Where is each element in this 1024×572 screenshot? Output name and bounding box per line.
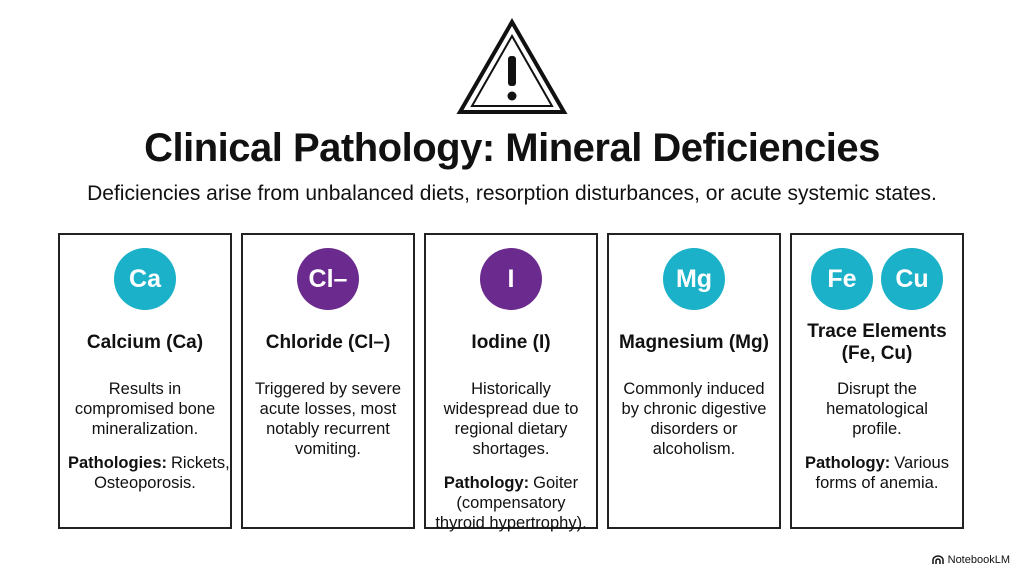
badges: Mg (609, 248, 779, 310)
pathology: Pathologies: Rickets, Osteoporosis. (68, 453, 230, 493)
description: Triggered by severe acute losses, most n… (254, 380, 402, 458)
title: Clinical Pathology: Mineral Deficiencies (144, 126, 880, 170)
description: Commonly induced by chronic digestive di… (621, 380, 767, 458)
card: Fe Cu Trace Elements (Fe, Cu) Disrupt the h… (790, 233, 964, 529)
card: Ca Calcium (Ca) Results in compromised bon… (58, 233, 232, 529)
pathology: Pathology: Various forms of anemia. (800, 453, 954, 493)
footer: NotebookLM (931, 554, 1010, 566)
description-block: Commonly induced by chronic digestive di… (617, 379, 771, 459)
pathology-text: Rickets, Osteoporosis. (94, 454, 230, 492)
element-name: Iodine (I) (471, 332, 551, 353)
pathology-text: Various forms of anemia. (815, 454, 949, 492)
badge: I (480, 248, 542, 310)
description: Results in compromised bone mineralizati… (74, 380, 216, 438)
subtitle: Deficiencies arise from unbalanced diets… (87, 182, 937, 205)
badges: I (426, 248, 596, 310)
pathology-label: Pathology: (443, 474, 530, 492)
brand: NotebookLM (947, 554, 1010, 566)
pathology-label: Pathologies: (68, 454, 168, 472)
badge: Cl– (297, 248, 359, 310)
element-name: Magnesium (Mg) (619, 332, 769, 353)
badge: Cu (881, 248, 943, 310)
element-name: Chloride (Cl–) (265, 332, 391, 353)
description: Disrupt the hematological profile. (826, 380, 928, 438)
badge: Ca (114, 248, 176, 310)
pathology: Pathology: Goiter (compensatory thyroid h… (434, 473, 588, 533)
pathology-label: Pathology: (805, 454, 891, 472)
badge: Mg (663, 248, 725, 310)
description-block: Triggered by severe acute losses, most n… (251, 379, 405, 459)
badges: Ca (60, 248, 230, 310)
warning-icon (456, 18, 568, 114)
pathology-text: Goiter (compensatory thyroid hypertrophy… (435, 474, 587, 532)
brand-icon (931, 555, 944, 564)
description-block: Historically widespread due to regional … (434, 379, 588, 533)
description-block: Disrupt the hematological profile. Pathol… (800, 379, 954, 493)
badges: Fe Cu (792, 248, 962, 310)
badges: Cl– (243, 248, 413, 310)
card: Mg Magnesium (Mg) Commonly induced by chro… (607, 233, 781, 529)
element-name: Calcium (Ca) (86, 332, 204, 353)
card: I Iodine (I) Historically widespread due t… (424, 233, 598, 532)
card: Cl– Chloride (Cl–) Triggered by severe acu… (241, 233, 415, 529)
description-block: Results in compromised bone mineralizati… (68, 379, 230, 493)
description: Historically widespread due to regional … (443, 380, 579, 458)
badge: Fe (811, 248, 873, 310)
element-name: Trace Elements (Fe, Cu) (807, 321, 947, 364)
